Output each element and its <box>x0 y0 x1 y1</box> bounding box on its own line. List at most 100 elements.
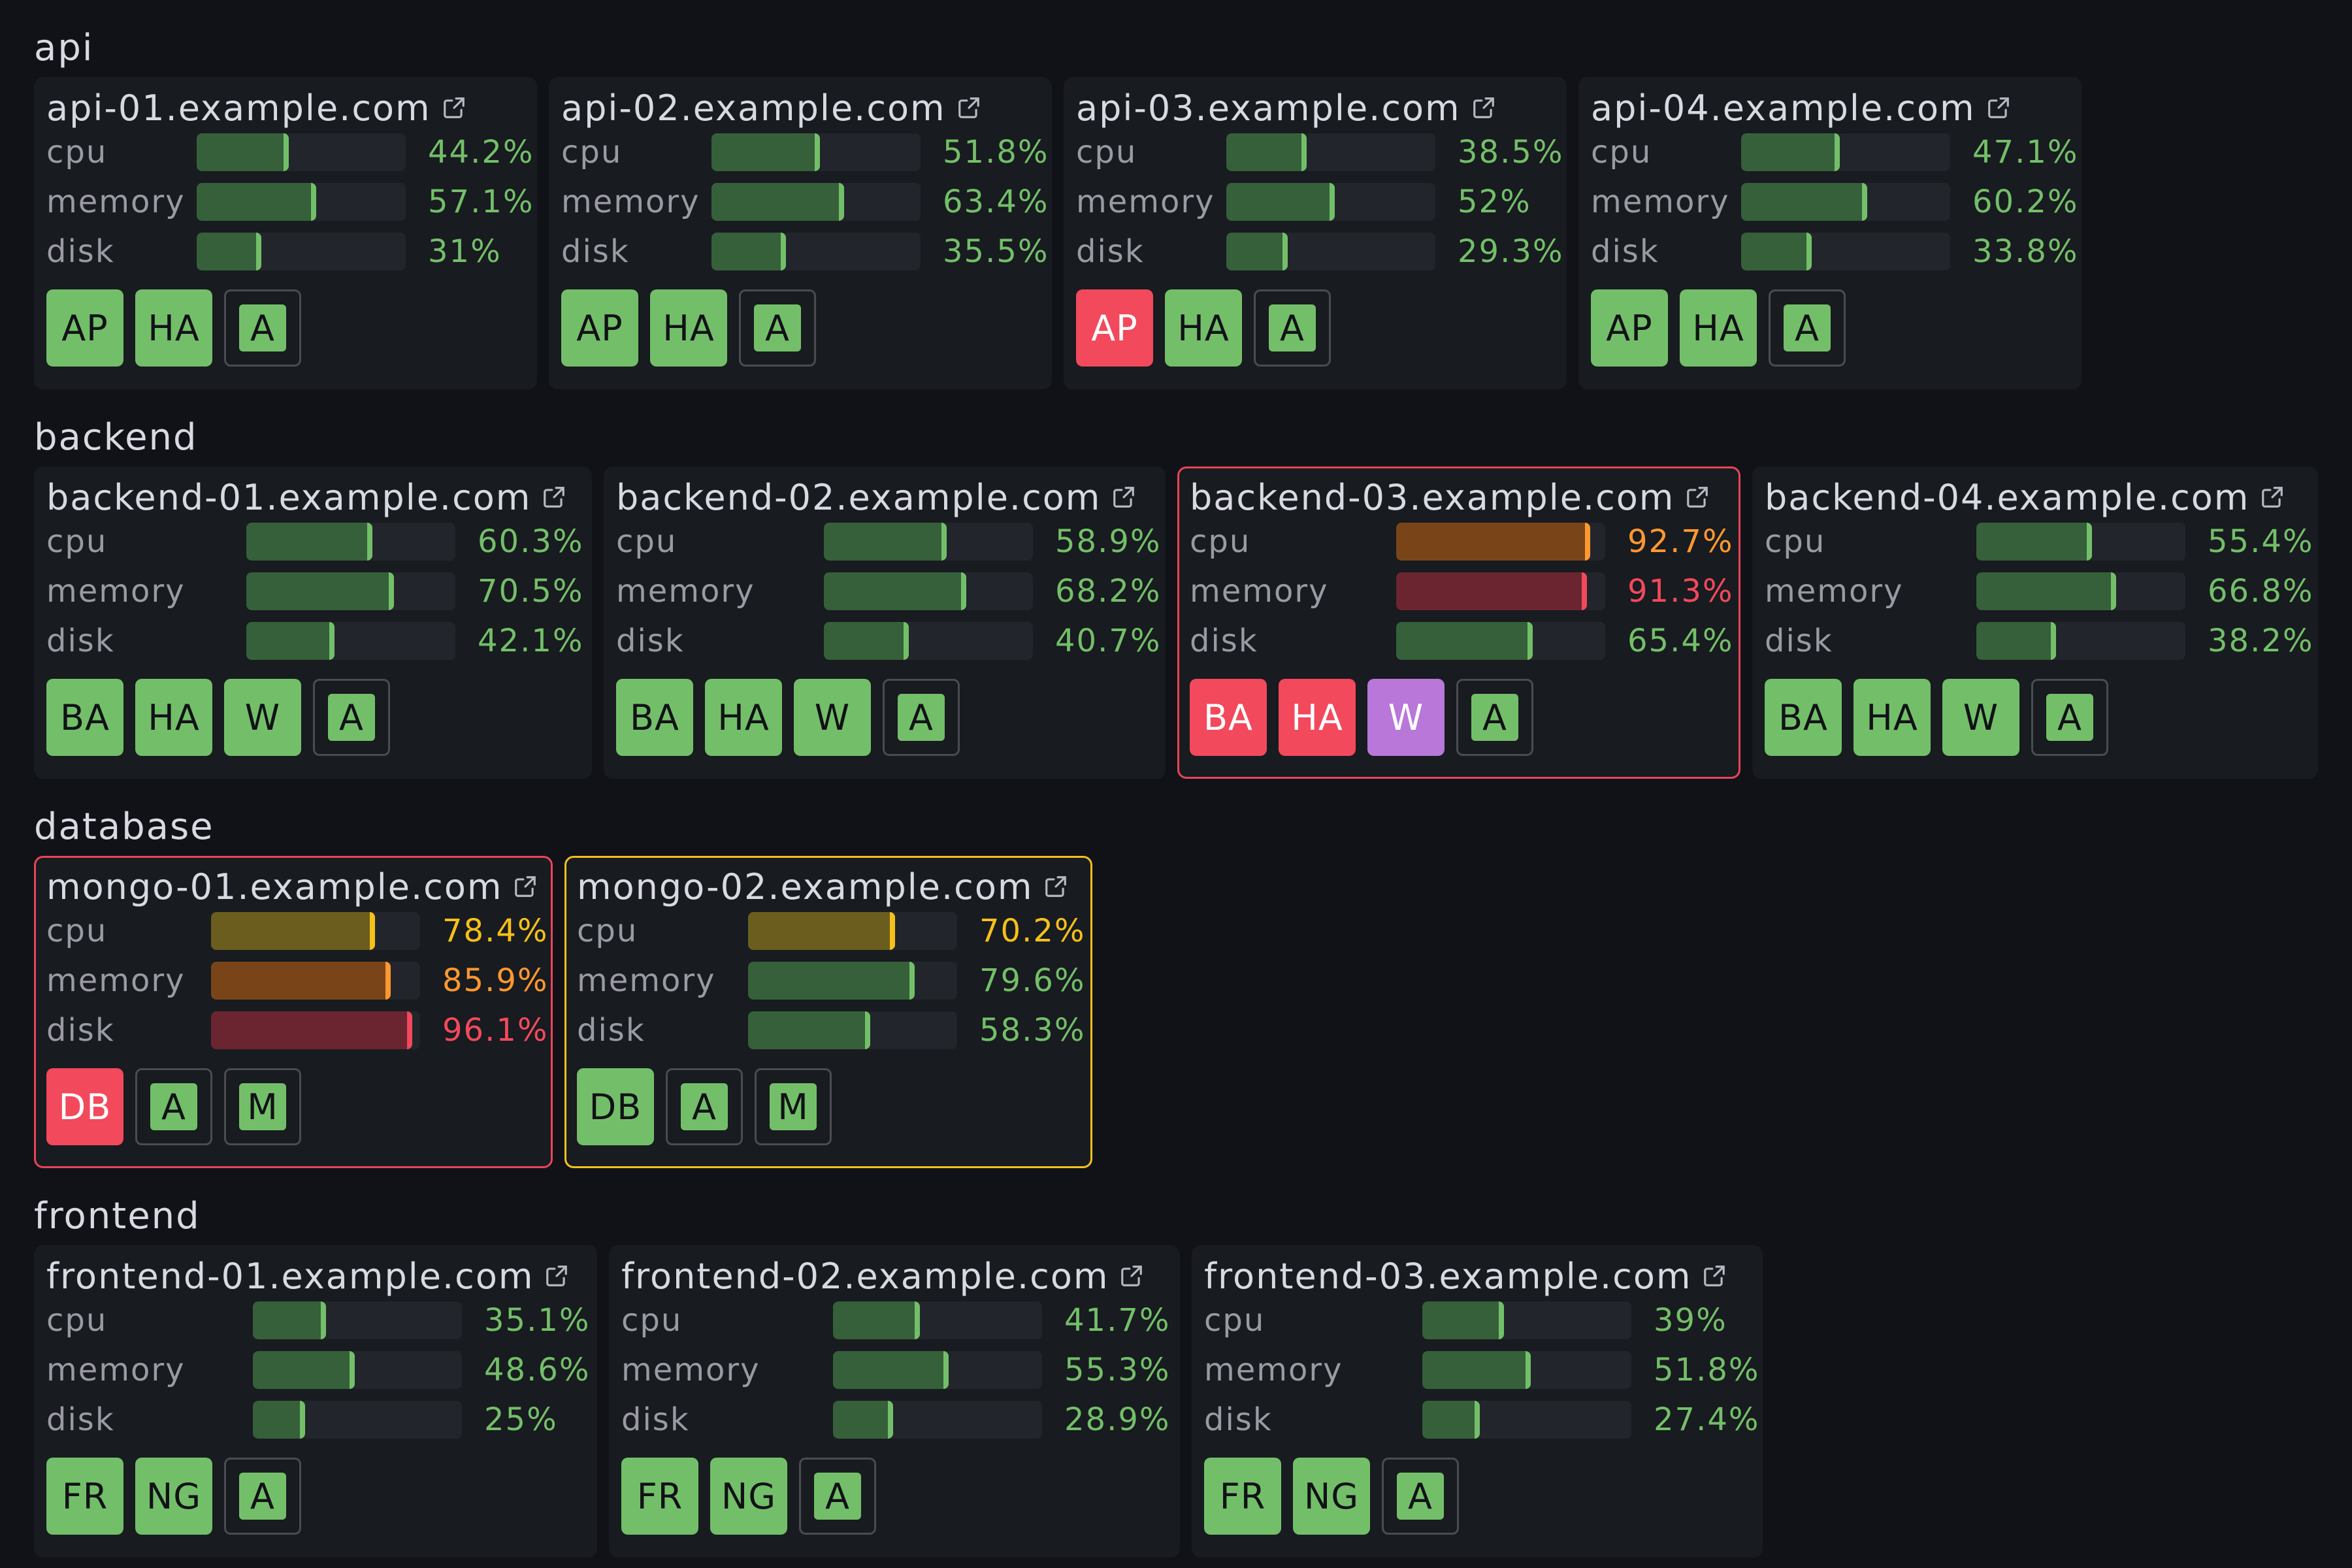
host-name-link[interactable]: backend-03.example.com <box>1190 476 1675 518</box>
service-badge-w[interactable]: W <box>1942 679 2019 756</box>
service-badge-a[interactable]: A <box>883 679 960 756</box>
service-badge-a[interactable]: A <box>2031 679 2108 756</box>
memory-gauge-fill <box>1396 572 1588 610</box>
service-badge-a[interactable]: A <box>739 289 816 367</box>
external-link-icon[interactable] <box>1111 485 1136 510</box>
service-badge-ap[interactable]: AP <box>561 289 638 367</box>
host-card[interactable]: api-02.example.com cpu 51.8% memory 63.4% dis… <box>549 77 1052 389</box>
service-badge-db[interactable]: DB <box>577 1068 654 1145</box>
disk-gauge-bar <box>1226 233 1435 270</box>
service-badge-a[interactable]: A <box>135 1068 212 1145</box>
host-name-link[interactable]: api-02.example.com <box>561 87 946 129</box>
service-badge-ng[interactable]: NG <box>135 1458 212 1535</box>
host-card[interactable]: frontend-01.example.com cpu 35.1% memory 48.… <box>34 1245 597 1558</box>
metric-value-memory: 85.9% <box>442 962 549 999</box>
host-card[interactable]: mongo-02.example.com cpu 70.2% memory 79.6% d… <box>564 856 1092 1168</box>
metric-row-memory: memory 51.8% <box>1204 1345 1761 1395</box>
service-badge-ap[interactable]: AP <box>1591 289 1668 367</box>
host-card[interactable]: backend-02.example.com cpu 58.9% memory 68.2… <box>604 466 1166 779</box>
service-badge-ba[interactable]: BA <box>616 679 693 756</box>
service-badge-w[interactable]: W <box>794 679 871 756</box>
metric-row-memory: memory 85.9% <box>46 956 551 1005</box>
service-badge-w[interactable]: W <box>224 679 301 756</box>
service-badge-a[interactable]: A <box>1769 289 1846 367</box>
service-badge-ha[interactable]: HA <box>135 679 212 756</box>
cpu-gauge-bar <box>1976 523 2185 561</box>
service-badge-a[interactable]: A <box>1254 289 1331 367</box>
service-badge-a[interactable]: A <box>1456 679 1533 756</box>
host-card[interactable]: api-04.example.com cpu 47.1% memory 60.2% dis… <box>1578 77 2082 389</box>
service-badge-fr[interactable]: FR <box>621 1458 698 1535</box>
service-badge-a[interactable]: A <box>799 1458 876 1535</box>
service-badge-ha[interactable]: HA <box>1279 679 1356 756</box>
host-name-link[interactable]: backend-01.example.com <box>46 476 532 518</box>
external-link-icon[interactable] <box>1685 485 1710 510</box>
service-badge-a[interactable]: A <box>224 289 301 367</box>
host-name-link[interactable]: mongo-02.example.com <box>577 866 1034 907</box>
service-badge-m[interactable]: M <box>224 1068 301 1145</box>
service-badge-ha[interactable]: HA <box>1854 679 1931 756</box>
service-badge-m[interactable]: M <box>755 1068 832 1145</box>
host-card[interactable]: api-03.example.com cpu 38.5% memory 52% disk 2… <box>1064 77 1567 389</box>
service-badge-a[interactable]: A <box>666 1068 743 1145</box>
service-badge-ap[interactable]: AP <box>1076 289 1153 367</box>
service-badge-ha[interactable]: HA <box>135 289 212 367</box>
external-link-icon[interactable] <box>1119 1264 1144 1288</box>
metric-value-memory: 52% <box>1458 184 1531 220</box>
service-badge-w[interactable]: W <box>1367 679 1445 756</box>
host-card[interactable]: frontend-03.example.com cpu 39% memory 51.8%… <box>1192 1245 1763 1558</box>
external-link-icon[interactable] <box>513 874 538 899</box>
service-badge-ap[interactable]: AP <box>46 289 123 367</box>
external-link-icon[interactable] <box>2260 485 2285 510</box>
service-badge-label: A <box>1784 304 1831 351</box>
disk-gauge-bar <box>748 1011 957 1049</box>
service-badge-ng[interactable]: NG <box>710 1458 787 1535</box>
external-link-icon[interactable] <box>1986 95 2011 120</box>
service-badge-ng[interactable]: NG <box>1293 1458 1370 1535</box>
metric-value-disk: 42.1% <box>478 623 584 659</box>
host-name-link[interactable]: backend-02.example.com <box>616 476 1102 518</box>
external-link-icon[interactable] <box>442 95 466 120</box>
service-badge-ha[interactable]: HA <box>650 289 727 367</box>
service-badge-a[interactable]: A <box>313 679 390 756</box>
host-card[interactable]: backend-01.example.com cpu 60.3% memory 70.5… <box>34 466 592 779</box>
external-link-icon[interactable] <box>956 95 981 120</box>
service-badges: FR NG A <box>46 1458 595 1535</box>
service-badge-ba[interactable]: BA <box>1765 679 1842 756</box>
host-name-link[interactable]: frontend-01.example.com <box>46 1255 534 1297</box>
host-card[interactable]: api-01.example.com cpu 44.2% memory 57.1% dis… <box>34 77 537 389</box>
metric-row-cpu: cpu 38.5% <box>1076 127 1565 177</box>
host-name-link[interactable]: api-03.example.com <box>1076 87 1461 129</box>
service-badge-fr[interactable]: FR <box>46 1458 123 1535</box>
host-card[interactable]: backend-04.example.com cpu 55.4% memory 66.8… <box>1752 466 2318 779</box>
memory-gauge-bar <box>211 962 420 1000</box>
service-badge-ba[interactable]: BA <box>1190 679 1267 756</box>
service-badge-ha[interactable]: HA <box>1680 289 1757 367</box>
service-badge-ha[interactable]: HA <box>1165 289 1242 367</box>
metric-row-memory: memory 57.1% <box>46 177 535 227</box>
host-card[interactable]: backend-03.example.com cpu 92.7% memory 91.3… <box>1177 466 1740 779</box>
service-badge-fr[interactable]: FR <box>1204 1458 1281 1535</box>
service-badge-ha[interactable]: HA <box>705 679 782 756</box>
host-name-link[interactable]: frontend-03.example.com <box>1204 1255 1692 1297</box>
service-badge-ba[interactable]: BA <box>46 679 123 756</box>
metric-value-memory: 57.1% <box>428 184 534 220</box>
host-name-link[interactable]: api-01.example.com <box>46 87 431 129</box>
service-badge-a[interactable]: A <box>224 1458 301 1535</box>
host-name-link[interactable]: frontend-02.example.com <box>621 1255 1109 1297</box>
host-card[interactable]: mongo-01.example.com cpu 78.4% memory 85.9% d… <box>34 856 553 1168</box>
host-name-link[interactable]: api-04.example.com <box>1591 87 1976 129</box>
service-badge-db[interactable]: DB <box>46 1068 123 1145</box>
host-name-link[interactable]: backend-04.example.com <box>1765 476 2250 518</box>
external-link-icon[interactable] <box>542 485 566 510</box>
metric-row-cpu: cpu 47.1% <box>1591 127 2080 177</box>
host-name-link[interactable]: mongo-01.example.com <box>46 866 503 907</box>
host-card[interactable]: frontend-02.example.com cpu 41.7% memory 55.… <box>609 1245 1180 1558</box>
service-badge-a[interactable]: A <box>1382 1458 1459 1535</box>
cpu-gauge-fill <box>211 912 375 950</box>
cpu-gauge-fill <box>197 133 289 171</box>
external-link-icon[interactable] <box>1702 1264 1727 1288</box>
external-link-icon[interactable] <box>1471 95 1496 120</box>
external-link-icon[interactable] <box>1043 874 1068 899</box>
external-link-icon[interactable] <box>544 1264 569 1288</box>
